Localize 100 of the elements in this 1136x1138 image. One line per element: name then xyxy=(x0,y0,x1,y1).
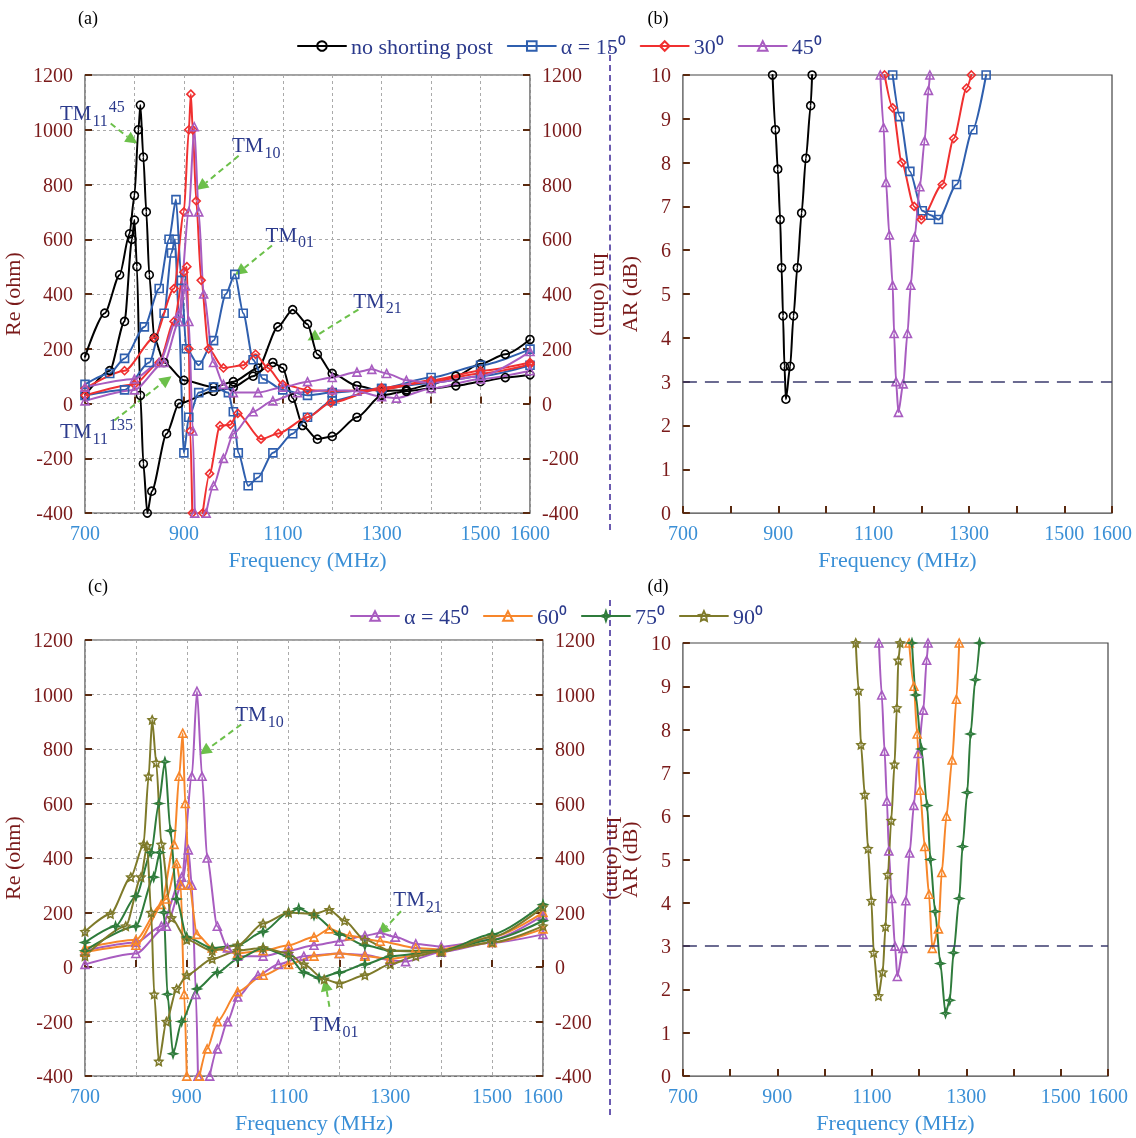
y-tick-label: 3 xyxy=(660,935,671,958)
y2-tick-label: 0 xyxy=(555,956,565,979)
x-tick-label: 1500 xyxy=(472,1085,513,1108)
text: (b) xyxy=(647,8,669,29)
y-tick-label: 10 xyxy=(650,632,671,654)
y-tick-label: 6 xyxy=(660,805,671,828)
y-tick-label: 5 xyxy=(660,848,671,871)
y-tick-label: 8 xyxy=(660,718,671,741)
x-tick-label: 900 xyxy=(762,1085,793,1108)
text: (a) xyxy=(78,8,98,29)
y-tick-label: 0 xyxy=(660,1065,671,1088)
x-tick-label: 1100 xyxy=(853,522,894,545)
x-axis-title: Frequency (MHz) xyxy=(228,546,387,572)
text: (c) xyxy=(88,576,108,597)
y2-tick-label: 600 xyxy=(555,792,585,815)
legend-label: 45⁰ xyxy=(791,33,822,59)
x-tick-label: 1500 xyxy=(1040,1085,1081,1108)
x-tick-label: 1300 xyxy=(948,522,989,545)
y-tick-label: 1200 xyxy=(33,64,73,86)
x-tick-label: 1600 xyxy=(523,1085,563,1108)
x-tick-label: 700 xyxy=(667,1085,698,1108)
y-tick-label: 800 xyxy=(43,738,73,761)
y-tick-label: 400 xyxy=(43,283,73,306)
y-tick-label: 2 xyxy=(660,978,671,1001)
y-tick-label: 4 xyxy=(660,891,671,914)
y-tick-label: 4 xyxy=(660,326,671,349)
y2-tick-label: 1000 xyxy=(542,118,582,141)
y-tick-label: -200 xyxy=(36,447,73,470)
y-tick-label: 0 xyxy=(660,502,671,525)
x-tick-label: 1300 xyxy=(946,1085,987,1108)
y2-tick-label: -200 xyxy=(542,447,579,470)
y-tick-label: -400 xyxy=(36,502,73,525)
y2-tick-label: 1000 xyxy=(555,683,595,706)
y-tick-label: 200 xyxy=(43,337,73,360)
x-tick-label: 1600 xyxy=(1092,522,1132,545)
y-tick-label: 7 xyxy=(660,761,671,784)
x-tick-label: 1100 xyxy=(263,522,303,545)
y-tick-label: 200 xyxy=(43,901,73,924)
y2-tick-label: 600 xyxy=(542,228,572,251)
y2-tick-label: 800 xyxy=(555,738,585,761)
y-tick-label: 10 xyxy=(650,64,671,86)
x-tick-label: 900 xyxy=(168,522,199,545)
y2-tick-label: -400 xyxy=(555,1065,592,1088)
y-tick-label: 1 xyxy=(660,458,671,481)
y-tick-label: 600 xyxy=(43,792,73,815)
text: (d) xyxy=(647,576,669,597)
y2-axis-title: Im (ohm) xyxy=(588,252,614,336)
x-tick-label: 1500 xyxy=(460,522,501,545)
legend-label: 30⁰ xyxy=(693,33,724,59)
x-tick-label: 1300 xyxy=(361,522,402,545)
y-tick-label: 9 xyxy=(660,675,671,698)
y-tick-label: 1000 xyxy=(33,683,73,706)
x-axis-title: Frequency (MHz) xyxy=(818,546,977,572)
legend-label: 60⁰ xyxy=(536,603,567,629)
y-tick-label: 400 xyxy=(43,847,73,870)
y-tick-label: 7 xyxy=(660,195,671,218)
y-tick-label: -200 xyxy=(36,1010,73,1033)
y2-tick-label: 800 xyxy=(542,173,572,196)
x-tick-label: 1600 xyxy=(510,522,550,545)
x-axis-title: Frequency (MHz) xyxy=(816,1109,975,1135)
y2-tick-label: 1200 xyxy=(555,629,595,651)
legend-label: 90⁰ xyxy=(732,603,763,629)
x-axis-title: Frequency (MHz) xyxy=(234,1109,394,1135)
y-axis-title: Re (ohm) xyxy=(0,252,25,336)
x-tick-label: 1100 xyxy=(852,1085,892,1108)
y-tick-label: 1200 xyxy=(33,629,73,651)
y-tick-label: 3 xyxy=(660,370,671,393)
x-tick-label: 700 xyxy=(70,522,100,545)
y2-tick-label: 200 xyxy=(542,337,572,360)
x-tick-label: 700 xyxy=(70,1085,100,1108)
y-tick-label: 9 xyxy=(660,107,671,130)
y-tick-label: 8 xyxy=(660,151,671,174)
legend-label: α = 45⁰ xyxy=(404,603,469,629)
y-tick-label: 0 xyxy=(63,392,73,415)
x-tick-label: 900 xyxy=(763,522,794,545)
legend-label: no shorting post xyxy=(351,33,493,59)
x-tick-label: 1100 xyxy=(268,1085,309,1108)
x-tick-label: 700 xyxy=(667,522,698,545)
y2-tick-label: 400 xyxy=(542,283,572,306)
y2-tick-label: -400 xyxy=(542,502,579,525)
x-tick-label: 900 xyxy=(171,1085,202,1108)
y-tick-label: 1 xyxy=(660,1021,671,1044)
y-tick-label: 600 xyxy=(43,228,73,251)
legend-label: α = 15⁰ xyxy=(560,33,626,59)
y-tick-label: 5 xyxy=(660,283,671,306)
y-tick-label: -400 xyxy=(36,1065,73,1088)
x-tick-label: 1500 xyxy=(1044,522,1085,545)
legend-label: 75⁰ xyxy=(634,603,665,629)
y-tick-label: 6 xyxy=(660,239,671,262)
y2-tick-label: -200 xyxy=(555,1010,592,1033)
y-axis-title: AR (dB) xyxy=(616,255,642,333)
x-tick-label: 1600 xyxy=(1088,1085,1128,1108)
x-tick-label: 1300 xyxy=(370,1085,411,1108)
y2-tick-label: 200 xyxy=(555,901,585,924)
y2-tick-label: 1200 xyxy=(542,64,582,86)
y-axis-title: Re (ohm) xyxy=(0,816,25,900)
y-tick-label: 800 xyxy=(43,173,73,196)
y2-tick-label: 0 xyxy=(542,392,552,415)
y-tick-label: 0 xyxy=(63,956,73,979)
y-tick-label: 2 xyxy=(660,414,671,437)
